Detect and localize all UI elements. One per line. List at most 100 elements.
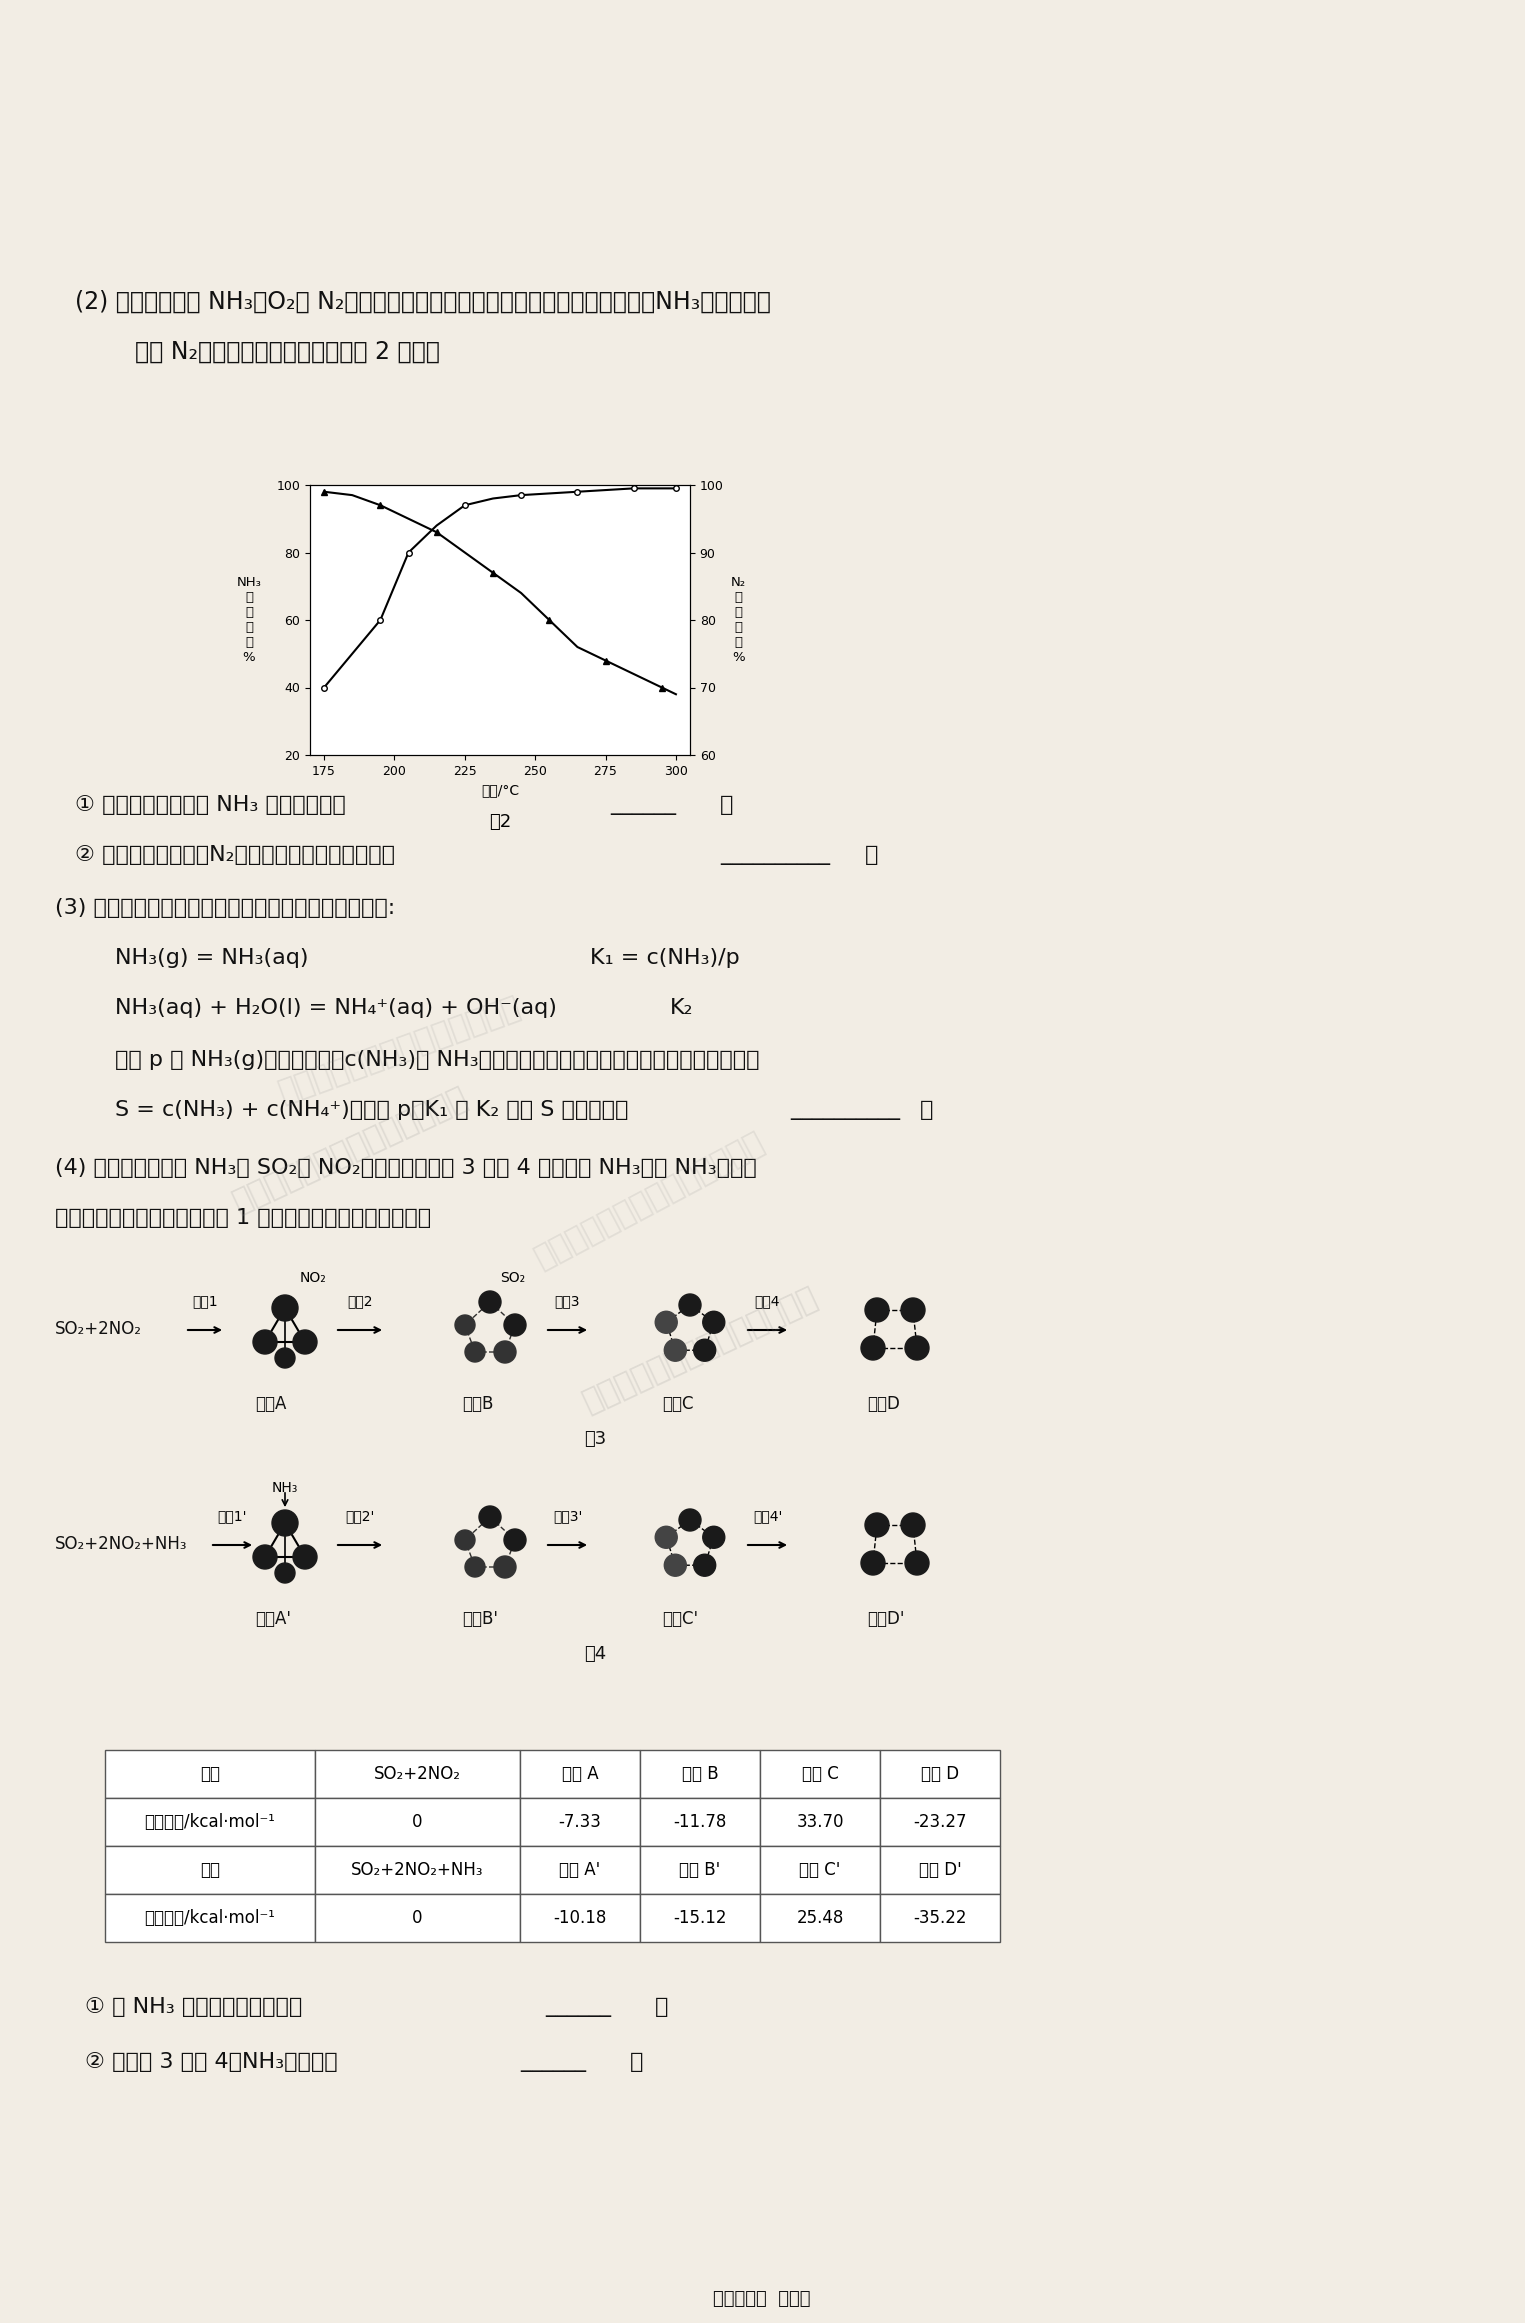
- Bar: [640, 1798, 759, 1847]
- Text: 构型D: 构型D: [868, 1396, 900, 1412]
- Text: 构型 A': 构型 A': [560, 1861, 601, 1879]
- Text: K₁ = c(NH₃)/p: K₁ = c(NH₃)/p: [590, 948, 740, 969]
- Text: 相对能量/kcal·mol⁻¹: 相对能量/kcal·mol⁻¹: [145, 1910, 276, 1928]
- Text: 反应过程的相关优化构型，表 1 列出了相关构型的相对能量。: 反应过程的相关优化构型，表 1 列出了相关构型的相对能量。: [55, 1208, 432, 1229]
- Circle shape: [503, 1529, 526, 1552]
- Text: SO₂+2NO₂: SO₂+2NO₂: [374, 1765, 461, 1784]
- Text: K₂: K₂: [669, 999, 694, 1017]
- Bar: [880, 1847, 1000, 1893]
- Text: NH₃(aq) + H₂O(l) = NH₄⁺(aq) + OH⁻(aq): NH₃(aq) + H₂O(l) = NH₄⁺(aq) + OH⁻(aq): [114, 999, 557, 1017]
- Circle shape: [271, 1294, 297, 1322]
- Text: 其中 p 为 NH₃(g)的平衡压强，c(NH₃)为 NH₃在水溶液中的平衡浓度。设氨气在水中的溶解度: 其中 p 为 NH₃(g)的平衡压强，c(NH₃)为 NH₃在水溶液中的平衡浓度…: [114, 1050, 759, 1071]
- Text: 微信搜索广东教师考试获取试题: 微信搜索广东教师考试获取试题: [274, 992, 525, 1108]
- Text: 构型B': 构型B': [462, 1610, 499, 1628]
- Circle shape: [865, 1299, 889, 1322]
- Circle shape: [293, 1545, 317, 1568]
- Text: ② 随着温度的升高，N₂的选择性下降的原因可能为: ② 随着温度的升高，N₂的选择性下降的原因可能为: [75, 846, 395, 864]
- Text: 0: 0: [412, 1812, 422, 1831]
- Text: 步骤4': 步骤4': [753, 1510, 782, 1524]
- Text: 。: 。: [865, 846, 878, 864]
- Text: SO₂+2NO₂+NH₃: SO₂+2NO₂+NH₃: [351, 1861, 483, 1879]
- Text: 步骤3': 步骤3': [552, 1510, 583, 1524]
- Bar: [880, 1893, 1000, 1942]
- Text: 构型 A: 构型 A: [561, 1765, 598, 1784]
- Text: 步骤1: 步骤1: [192, 1294, 218, 1308]
- Bar: [640, 1893, 759, 1942]
- Bar: [520, 1893, 640, 1942]
- Bar: [316, 1749, 520, 1798]
- Bar: [759, 1847, 880, 1893]
- Bar: [520, 1847, 640, 1893]
- Bar: [759, 1798, 880, 1847]
- Text: 图2: 图2: [490, 813, 511, 832]
- Circle shape: [271, 1510, 297, 1536]
- Text: 相对能量/kcal·mol⁻¹: 相对能量/kcal·mol⁻¹: [145, 1812, 276, 1831]
- Bar: [880, 1798, 1000, 1847]
- Circle shape: [862, 1552, 884, 1575]
- Text: N₂
的
选
择
率
%: N₂ 的 选 择 率 %: [732, 576, 746, 664]
- Bar: [880, 1749, 1000, 1798]
- Circle shape: [904, 1552, 929, 1575]
- Text: 步骤3: 步骤3: [555, 1294, 580, 1308]
- Circle shape: [665, 1340, 686, 1361]
- Text: ② 对比图 3 与图 4，NH₃的功能为: ② 对比图 3 与图 4，NH₃的功能为: [85, 2051, 337, 2072]
- Text: 图4: 图4: [584, 1645, 605, 1663]
- Text: 微信搜索广东教师考试获取试题: 微信搜索广东教师考试获取试题: [531, 1127, 770, 1273]
- Text: 构型 C': 构型 C': [799, 1861, 840, 1879]
- Text: 。: 。: [630, 2051, 644, 2072]
- Bar: [105, 1749, 316, 1798]
- Circle shape: [665, 1554, 686, 1577]
- Text: NH₃(g) = NH₃(aq): NH₃(g) = NH₃(aq): [114, 948, 308, 969]
- Circle shape: [274, 1563, 294, 1582]
- Bar: [105, 1893, 316, 1942]
- Text: ______: ______: [544, 1998, 612, 2016]
- Circle shape: [679, 1294, 702, 1317]
- Circle shape: [465, 1556, 485, 1577]
- Circle shape: [703, 1310, 724, 1333]
- Text: ① 除去工业尾气中的 NH₃ 适宜的温度为: ① 除去工业尾气中的 NH₃ 适宜的温度为: [75, 794, 346, 815]
- Circle shape: [479, 1292, 502, 1312]
- Circle shape: [494, 1556, 515, 1577]
- Text: __________: __________: [790, 1101, 900, 1120]
- Circle shape: [703, 1526, 724, 1547]
- Text: -15.12: -15.12: [673, 1910, 727, 1928]
- Text: 图3: 图3: [584, 1431, 605, 1447]
- Text: 0: 0: [412, 1910, 422, 1928]
- Bar: [759, 1893, 880, 1942]
- Circle shape: [479, 1505, 502, 1529]
- Text: (2) 将一定比例的 NH₃、O₂和 N₂的混合气体以一定流速通过装有専化剂的反应管，NH₃的转化率、: (2) 将一定比例的 NH₃、O₂和 N₂的混合气体以一定流速通过装有専化剂的反…: [75, 290, 770, 314]
- Text: SO₂+2NO₂: SO₂+2NO₂: [55, 1319, 142, 1338]
- Text: 。: 。: [720, 794, 734, 815]
- Bar: [640, 1749, 759, 1798]
- Text: -11.78: -11.78: [674, 1812, 727, 1831]
- Text: 构型 D': 构型 D': [918, 1861, 961, 1879]
- Circle shape: [454, 1531, 474, 1549]
- Text: 。: 。: [656, 1998, 668, 2016]
- Text: 构型D': 构型D': [868, 1610, 904, 1628]
- Circle shape: [862, 1336, 884, 1359]
- Text: __________: __________: [720, 846, 830, 864]
- Circle shape: [253, 1331, 278, 1354]
- Text: 下统第六页  共十页: 下统第六页 共十页: [714, 2290, 811, 2309]
- Text: 生成 N₂的选择性与温度的关系如图 2 所示。: 生成 N₂的选择性与温度的关系如图 2 所示。: [136, 339, 439, 365]
- Text: 构型 C: 构型 C: [802, 1765, 839, 1784]
- Text: -35.22: -35.22: [913, 1910, 967, 1928]
- Circle shape: [454, 1315, 474, 1336]
- Bar: [105, 1847, 316, 1893]
- Text: 构型C: 构型C: [662, 1396, 694, 1412]
- Bar: [316, 1893, 520, 1942]
- Text: ① 无 NH₃ 存在时的快速步骤为: ① 无 NH₃ 存在时的快速步骤为: [85, 1998, 302, 2016]
- Bar: [316, 1798, 520, 1847]
- Text: 步骤4: 步骤4: [755, 1294, 781, 1308]
- Circle shape: [253, 1545, 278, 1568]
- Circle shape: [656, 1310, 677, 1333]
- Text: 构型A: 构型A: [255, 1396, 287, 1412]
- Text: 。: 。: [920, 1101, 933, 1120]
- Circle shape: [901, 1512, 926, 1538]
- Text: S = c(NH₃) + c(NH₄⁺)，则用 p、K₁ 和 K₂ 表示 S 的代数式为: S = c(NH₃) + c(NH₄⁺)，则用 p、K₁ 和 K₂ 表示 S 的…: [114, 1101, 628, 1120]
- Text: NH₃: NH₃: [271, 1482, 299, 1496]
- Text: 构型A': 构型A': [255, 1610, 291, 1628]
- Text: NO₂: NO₂: [300, 1271, 326, 1285]
- Circle shape: [656, 1526, 677, 1547]
- Text: 步骤2: 步骤2: [348, 1294, 372, 1308]
